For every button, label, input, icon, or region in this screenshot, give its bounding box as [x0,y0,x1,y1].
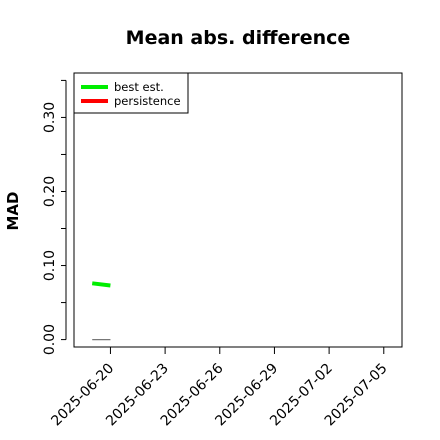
legend-entry: persistence [114,94,181,108]
y-tick-label: 0.20 [42,176,58,207]
x-axis: 2025-06-202025-06-232025-06-262025-06-29… [48,346,391,429]
legend: best est.persistence [73,72,189,114]
legend-box [73,72,189,114]
y-axis: 0.00 0.10 0.20 0.30 [42,79,67,355]
series-layer [91,281,111,341]
y-tick-label: 0.00 [42,324,58,355]
chart-title: Mean abs. difference [126,27,351,49]
y-tick-label: 0.10 [42,250,58,281]
y-axis-label: MAD [4,192,22,231]
y-tick-label: 0.30 [42,102,58,133]
legend-entry: best est. [114,80,164,94]
series-line-0 [91,281,111,288]
plot-frame [73,72,403,348]
